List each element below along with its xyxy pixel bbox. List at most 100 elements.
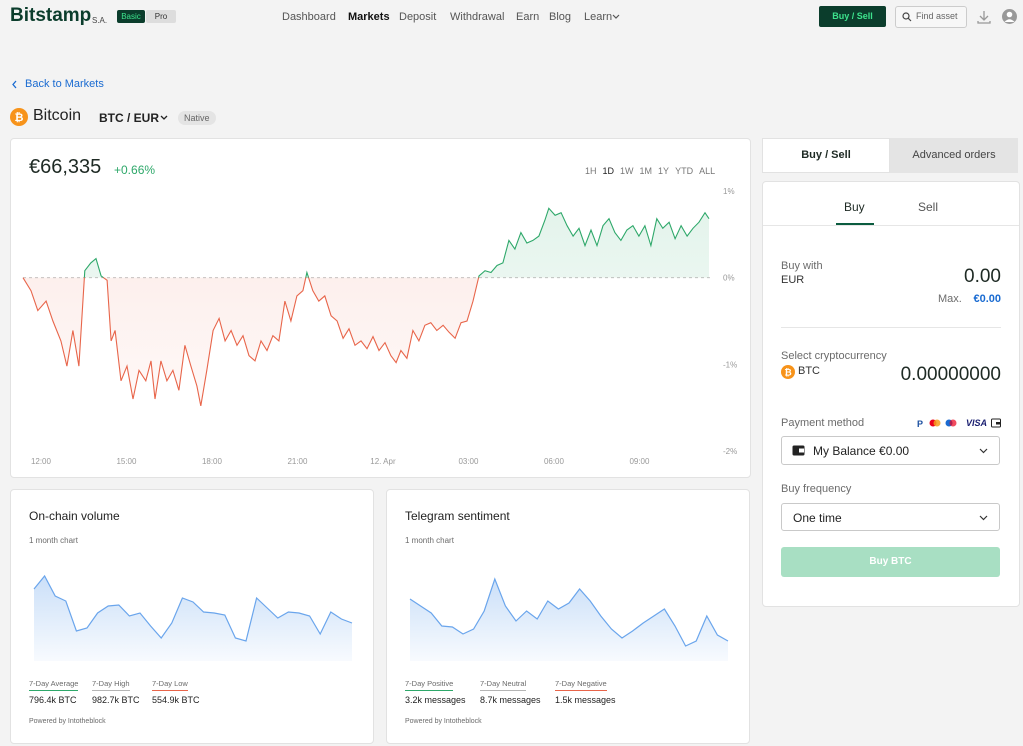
frequency: One time	[793, 511, 842, 525]
side-tab[interactable]: Sell	[918, 200, 939, 214]
wallet-icon	[991, 418, 1001, 428]
range-button[interactable]: 1W	[620, 166, 634, 176]
nav-link[interactable]: Learn	[584, 11, 613, 23]
line	[33, 574, 353, 642]
crypto-amount[interactable]: 0.00000000	[900, 364, 1001, 385]
back-arrow	[12, 80, 17, 89]
payment-method: My Balance €0.00	[813, 444, 910, 458]
chevron	[979, 515, 988, 521]
payment-icons: P	[917, 419, 957, 429]
range-button[interactable]: ALL	[699, 166, 716, 176]
logo[interactable]: Bitstamp	[10, 5, 92, 26]
chevron	[979, 448, 988, 454]
stat-label: 7-Day Average	[29, 679, 79, 691]
volume-chart	[33, 574, 353, 661]
field-label: Payment method	[781, 417, 865, 429]
stat-label: 7-Day Low	[152, 679, 188, 691]
chevron	[612, 14, 620, 19]
frequency-select[interactable]: One time	[781, 503, 1000, 531]
side-tab-active[interactable]: Buy	[844, 200, 865, 214]
divider	[781, 327, 1001, 328]
btc-icon: ₿	[781, 365, 795, 379]
currency: EUR	[781, 274, 805, 286]
payment-select[interactable]: My Balance €0.00	[781, 436, 1000, 465]
stat-value: 982.7k BTC	[92, 695, 140, 705]
volume-card: On-chain volume 1 month chart 7-Day Aver…	[10, 489, 374, 744]
search-placeholder: Find asset	[916, 11, 958, 21]
x-tick-label: 21:00	[287, 457, 308, 466]
badge-pro[interactable]: Pro	[146, 10, 176, 23]
y-tick-label: 1%	[723, 187, 735, 196]
field-label: Select cryptocurrency	[781, 350, 887, 362]
x-tick-label: 12:00	[31, 457, 52, 466]
x-tick-label: 06:00	[544, 457, 565, 466]
price-chart: 1% 0% -1% -2% 12:00 15:00 18:00 21:00 12. Apr 03:…	[22, 187, 737, 466]
line	[409, 577, 729, 647]
cta-button[interactable]: Buy / Sell	[819, 6, 886, 27]
card-subtitle: 1 month chart	[29, 536, 78, 545]
tab[interactable]: Advanced orders	[890, 138, 1018, 173]
range-button[interactable]: 1D	[602, 166, 615, 176]
chevron	[160, 115, 168, 120]
tag: Native	[178, 111, 216, 125]
stat-value: 3.2k messages	[405, 695, 466, 705]
sentiment-card: Telegram sentiment 1 month chart 7-Day P…	[386, 489, 750, 744]
search-box[interactable]: Find asset	[895, 6, 967, 28]
trade-card: Buy Sell Buy with EUR 0.00 Max. €0.00 Se…	[762, 181, 1020, 607]
divider	[763, 225, 1019, 226]
pair-selector[interactable]: BTC / EUR	[99, 111, 159, 125]
stat-label: 7-Day Negative	[555, 679, 607, 691]
area	[34, 576, 352, 661]
footer: Powered by Intotheblock	[405, 718, 482, 725]
card-subtitle: 1 month chart	[405, 536, 454, 545]
nav-link[interactable]: Earn	[516, 11, 540, 23]
submit-button[interactable]: Buy BTC	[781, 547, 1000, 577]
back-link[interactable]: Back to Markets	[25, 78, 104, 90]
price-line	[22, 207, 710, 407]
range-button[interactable]: YTD	[675, 166, 694, 176]
price-change: +0.66%	[114, 163, 156, 177]
x-tick-label: 03:00	[458, 457, 479, 466]
stat-label: 7-Day High	[92, 679, 130, 691]
nav-link[interactable]: Withdrawal	[450, 11, 505, 23]
user-icon[interactable]	[1001, 8, 1018, 25]
stat-label: 7-Day Positive	[405, 679, 454, 691]
stat-value: 8.7k messages	[480, 695, 541, 705]
btc-icon: ₿	[10, 108, 28, 126]
y-tick-label: -2%	[723, 447, 737, 456]
card-title: On-chain volume	[29, 509, 120, 523]
nav-link[interactable]: Deposit	[399, 11, 437, 23]
field-label: Buy frequency	[781, 483, 852, 495]
stat-value: 796.4k BTC	[29, 695, 77, 705]
sentiment-chart	[409, 577, 729, 661]
download-icon[interactable]	[976, 9, 992, 25]
stat-value: 1.5k messages	[555, 695, 616, 705]
tab-active[interactable]: Buy / Sell	[762, 138, 890, 173]
nav-link[interactable]: Markets	[348, 11, 390, 23]
area	[23, 208, 709, 406]
search-icon	[902, 12, 912, 22]
max-label: Max.	[938, 293, 962, 305]
crypto[interactable]: BTC	[798, 365, 820, 377]
max-value[interactable]: €0.00	[973, 293, 1001, 305]
area	[410, 579, 728, 661]
card-title: Telegram sentiment	[405, 509, 510, 523]
range-button[interactable]: 1Y	[658, 166, 670, 176]
badge-basic[interactable]: Basic	[117, 10, 145, 23]
wallet-icon	[792, 445, 805, 456]
logo-suffix: S.A.	[92, 16, 108, 25]
range-button[interactable]: 1H	[585, 166, 597, 176]
amount[interactable]: 0.00	[964, 266, 1001, 287]
visa-label: VISA	[966, 418, 988, 428]
x-tick-label: 18:00	[202, 457, 223, 466]
nav-link[interactable]: Blog	[549, 11, 572, 23]
range-button[interactable]: 1M	[639, 166, 653, 176]
price-card: €66,335 +0.66% 1H 1D 1W 1M 1Y YTD ALL 1% 0% -1% -…	[10, 138, 751, 478]
nav-link[interactable]: Dashboard	[282, 11, 336, 23]
svg-text:₿: ₿	[784, 368, 791, 378]
stat-label: 7-Day Neutral	[480, 679, 527, 691]
asset-name: Bitcoin	[33, 107, 82, 124]
tab-underline	[836, 223, 874, 225]
